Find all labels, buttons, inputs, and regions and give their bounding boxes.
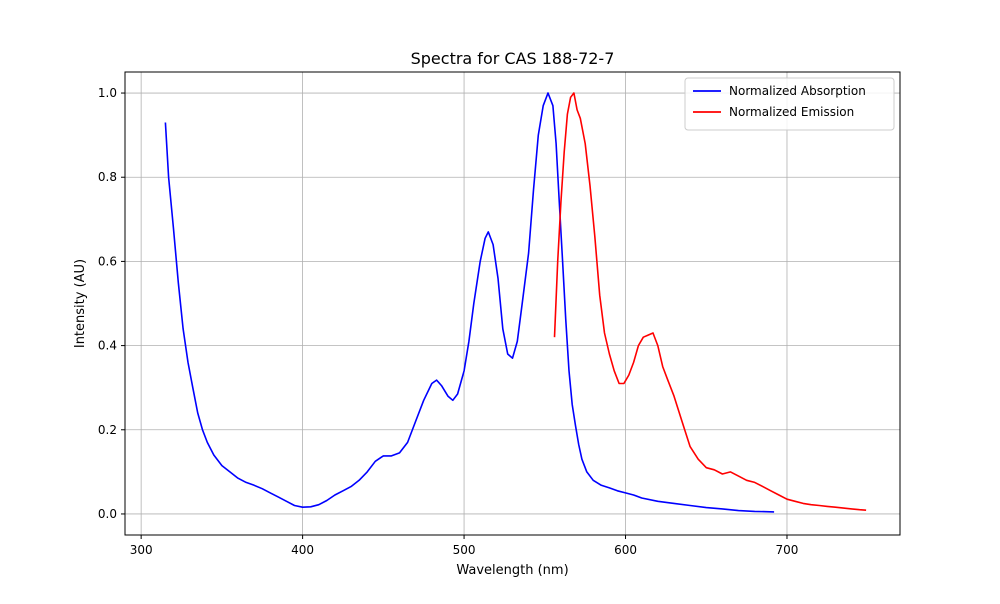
tick-layer: 300 400 500 600 700 0.0 0.2 0.4 0.6 0.8 1.0	[98, 86, 799, 557]
y-tick-label: 0.6	[98, 254, 117, 268]
legend-label-absorption: Normalized Absorption	[729, 84, 866, 98]
absorption-series-line	[164, 92, 775, 513]
legend-label-emission: Normalized Emission	[729, 105, 854, 119]
legend: Normalized Absorption Normalized Emission	[684, 77, 895, 131]
x-tick-label: 700	[776, 543, 799, 557]
x-tick-label: 300	[130, 543, 153, 557]
y-tick-label: 0.2	[98, 423, 117, 437]
x-tick-label: 500	[453, 543, 476, 557]
y-axis-label: Intensity (AU)	[73, 259, 88, 348]
y-tick-label: 0.4	[98, 339, 117, 353]
emission-series-line	[553, 92, 867, 511]
series-layer	[164, 92, 867, 513]
y-tick-label: 1.0	[98, 86, 117, 100]
legend-box	[684, 77, 895, 131]
x-tick-label: 600	[614, 543, 637, 557]
plot-frame	[124, 71, 901, 536]
y-tick-label: 0.0	[98, 507, 117, 521]
y-tick-label: 0.8	[98, 170, 117, 184]
x-axis-label: Wavelength (nm)	[456, 563, 568, 578]
x-tick-label: 400	[291, 543, 314, 557]
chart-title: Spectra for CAS 188-72-7	[411, 49, 615, 68]
